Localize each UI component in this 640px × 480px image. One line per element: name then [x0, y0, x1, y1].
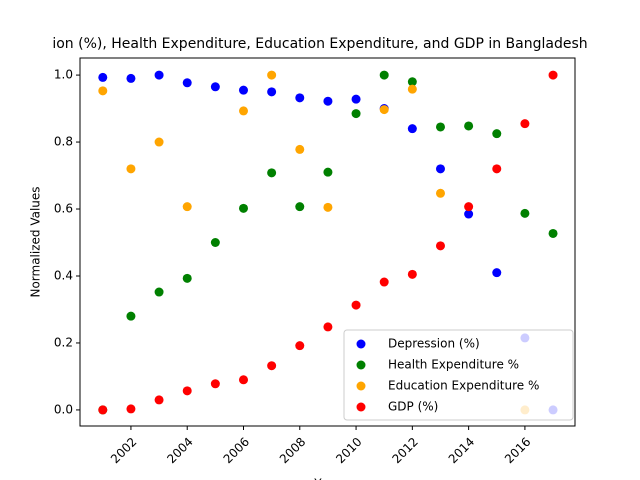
point	[238, 375, 248, 385]
point	[210, 379, 220, 389]
point	[435, 188, 445, 198]
point	[238, 106, 248, 116]
point	[520, 119, 530, 129]
point	[182, 386, 192, 396]
x-tick-label: 2016	[502, 435, 533, 466]
legend-label: Health Expenditure %	[388, 358, 519, 372]
point	[154, 137, 164, 147]
legend-label: GDP (%)	[388, 400, 438, 414]
point	[351, 300, 361, 310]
legend-marker	[356, 339, 366, 349]
point	[295, 144, 305, 154]
point	[210, 82, 220, 92]
point	[548, 228, 558, 238]
point	[182, 273, 192, 283]
y-tick-label: 0.4	[54, 268, 73, 282]
legend-label: Depression (%)	[388, 337, 480, 351]
point	[351, 109, 361, 119]
point	[407, 269, 417, 279]
point	[154, 287, 164, 297]
point	[492, 164, 502, 174]
legend-label: Education Expenditure %	[388, 379, 539, 393]
point	[435, 122, 445, 132]
point	[379, 277, 389, 287]
x-tick-label: 2002	[108, 435, 139, 466]
x-tick-label: 2012	[389, 435, 420, 466]
y-tick-label: 0.6	[54, 202, 73, 216]
y-tick-label: 1.0	[54, 68, 73, 82]
point	[267, 87, 277, 97]
point	[126, 311, 136, 321]
chart-title: ion (%), Health Expenditure, Education E…	[52, 36, 587, 52]
point	[154, 395, 164, 405]
point	[98, 405, 108, 415]
point	[407, 77, 417, 87]
point	[464, 209, 474, 219]
point	[548, 70, 558, 80]
legend-marker	[356, 360, 366, 370]
y-tick-label: 0.8	[54, 135, 73, 149]
point	[154, 70, 164, 80]
point	[182, 202, 192, 212]
point	[323, 96, 333, 106]
point	[492, 129, 502, 139]
point	[407, 84, 417, 94]
point	[267, 70, 277, 80]
point	[267, 361, 277, 371]
point	[267, 168, 277, 178]
point	[351, 94, 361, 104]
point	[323, 202, 333, 212]
legend-marker	[356, 402, 366, 412]
point	[295, 202, 305, 212]
point	[520, 208, 530, 218]
legend: Depression (%) Health Expenditure % Educat…	[343, 329, 574, 421]
point	[435, 241, 445, 251]
point	[323, 167, 333, 177]
point	[126, 404, 136, 414]
point	[323, 322, 333, 332]
point	[492, 268, 502, 278]
point	[126, 73, 136, 83]
x-axis-label: Year	[313, 477, 339, 480]
point	[238, 85, 248, 95]
y-tick-label: 0.2	[54, 335, 73, 349]
point	[435, 164, 445, 174]
point	[98, 72, 108, 82]
axes-frame	[79, 57, 576, 427]
legend-marker	[356, 381, 366, 391]
point	[238, 203, 248, 213]
point	[210, 238, 220, 248]
point	[464, 202, 474, 212]
point	[379, 70, 389, 80]
point	[126, 164, 136, 174]
y-axis-label: Normalized Values	[29, 186, 43, 297]
point	[407, 124, 417, 134]
x-tick-label: 2004	[164, 435, 195, 466]
x-tick-label: 2006	[221, 435, 252, 466]
point	[182, 78, 192, 88]
point	[379, 105, 389, 115]
y-tick-label: 0.0	[54, 402, 73, 416]
point	[295, 341, 305, 351]
point	[295, 93, 305, 103]
point	[98, 86, 108, 96]
point	[464, 121, 474, 131]
x-tick-label: 2014	[446, 435, 477, 466]
x-tick-label: 2010	[333, 435, 364, 466]
legend-frame	[343, 329, 574, 421]
x-tick-label: 2008	[277, 435, 308, 466]
